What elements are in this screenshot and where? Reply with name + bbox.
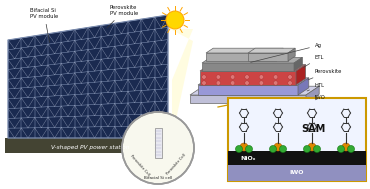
Circle shape — [259, 75, 263, 79]
Polygon shape — [296, 65, 306, 85]
Polygon shape — [298, 78, 309, 95]
Circle shape — [231, 81, 235, 85]
Text: ETL: ETL — [303, 55, 324, 67]
Polygon shape — [131, 157, 154, 180]
Polygon shape — [248, 53, 288, 61]
Polygon shape — [200, 71, 296, 85]
Polygon shape — [170, 29, 193, 138]
Polygon shape — [151, 137, 174, 160]
Polygon shape — [248, 48, 295, 53]
Polygon shape — [190, 95, 306, 103]
Circle shape — [279, 146, 286, 153]
Circle shape — [347, 146, 354, 153]
Polygon shape — [154, 135, 176, 157]
Text: Bifacial Si cell: Bifacial Si cell — [144, 176, 172, 180]
Circle shape — [216, 81, 221, 85]
Polygon shape — [200, 65, 306, 71]
Circle shape — [308, 143, 316, 151]
Polygon shape — [142, 146, 165, 169]
Polygon shape — [276, 48, 283, 61]
Polygon shape — [162, 126, 185, 149]
Circle shape — [202, 81, 206, 85]
Circle shape — [166, 11, 184, 29]
Text: Perovskite: Perovskite — [308, 69, 342, 80]
Text: Bifacial Si
PV module: Bifacial Si PV module — [30, 8, 58, 42]
Polygon shape — [159, 129, 182, 152]
Polygon shape — [157, 132, 179, 154]
Polygon shape — [206, 53, 276, 61]
Circle shape — [245, 75, 249, 79]
Polygon shape — [198, 78, 309, 85]
Circle shape — [235, 146, 242, 153]
Polygon shape — [137, 152, 159, 174]
Polygon shape — [190, 86, 319, 95]
Polygon shape — [306, 86, 319, 103]
Polygon shape — [202, 57, 302, 63]
Text: Perovskite Cell: Perovskite Cell — [166, 153, 186, 176]
Circle shape — [216, 75, 221, 79]
Circle shape — [288, 81, 292, 85]
Circle shape — [303, 146, 310, 153]
Polygon shape — [149, 140, 171, 162]
Polygon shape — [145, 144, 167, 166]
Polygon shape — [198, 85, 298, 95]
Bar — [155, 128, 162, 158]
Text: V-shaped PV power station: V-shaped PV power station — [51, 146, 129, 150]
Text: IWO: IWO — [290, 170, 304, 176]
Circle shape — [245, 81, 249, 85]
Text: SAM: SAM — [302, 124, 326, 134]
Bar — [228, 98, 366, 181]
Circle shape — [313, 146, 320, 153]
Circle shape — [337, 146, 344, 153]
Polygon shape — [294, 57, 302, 71]
Polygon shape — [5, 138, 172, 153]
Text: Perovskite Cell: Perovskite Cell — [130, 153, 150, 176]
Circle shape — [288, 75, 292, 79]
Circle shape — [259, 81, 263, 85]
Circle shape — [231, 75, 235, 79]
Circle shape — [246, 146, 252, 153]
Polygon shape — [288, 48, 295, 61]
Polygon shape — [202, 63, 294, 71]
Text: Perovskite
PV module: Perovskite PV module — [107, 5, 138, 28]
Text: NiOₓ: NiOₓ — [240, 156, 255, 160]
Text: IWO: IWO — [315, 95, 326, 100]
Circle shape — [274, 143, 282, 151]
Polygon shape — [8, 15, 168, 138]
Polygon shape — [206, 48, 283, 53]
Circle shape — [273, 75, 278, 79]
Text: HTL: HTL — [307, 83, 325, 91]
Circle shape — [122, 112, 194, 184]
Text: Ag: Ag — [251, 43, 322, 62]
Polygon shape — [134, 154, 157, 177]
Circle shape — [202, 75, 206, 79]
Circle shape — [269, 146, 276, 153]
Circle shape — [240, 143, 248, 151]
Bar — [228, 165, 366, 181]
Polygon shape — [139, 149, 162, 171]
Bar — [228, 151, 366, 165]
Circle shape — [273, 81, 278, 85]
Circle shape — [342, 143, 350, 151]
